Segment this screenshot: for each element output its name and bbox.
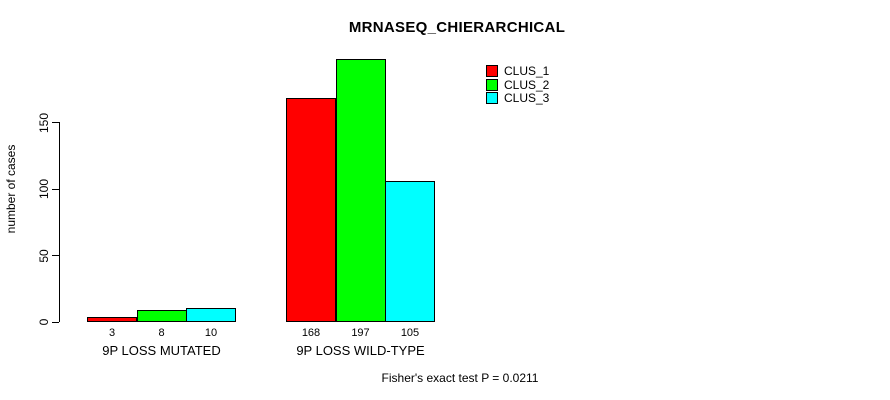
y-tick-label-150: 150 (37, 112, 51, 133)
annotation-text: Fisher's exact test P = 0.0211 (381, 371, 539, 385)
legend-swatch-clus-3 (486, 92, 498, 105)
y-tick-50 (52, 255, 59, 256)
bar-clus-3-9p-loss-mutated (186, 307, 236, 322)
bar-value-label-clus-3-9p-loss-wild-type: 105 (400, 327, 420, 339)
bar-clus-1-9p-loss-wild-type (286, 97, 336, 322)
y-tick-label-50: 50 (37, 248, 51, 263)
legend-swatch-clus-1 (486, 64, 498, 77)
y-tick-150 (52, 122, 59, 123)
y-tick-label-100: 100 (37, 178, 51, 200)
legend-swatch-clus-2 (486, 78, 498, 91)
bar-clus-2-9p-loss-mutated (136, 310, 187, 322)
legend-item-clus-2: CLUS_2 (486, 78, 549, 92)
legend: CLUS_1 CLUS_2 CLUS_3 (486, 64, 549, 105)
bar-value-label-clus-3-9p-loss-mutated: 10 (204, 327, 218, 339)
bar-value-label-clus-1-9p-loss-mutated: 3 (108, 327, 116, 339)
y-axis-label-text: number of cases (4, 144, 18, 234)
legend-item-clus-3: CLUS_3 (486, 91, 549, 105)
bar-clus-1-9p-loss-mutated (87, 317, 137, 322)
category-label-9p-loss-mutated: 9P LOSS MUTATED (102, 343, 221, 358)
bar-value-label-clus-2-9p-loss-mutated: 8 (158, 327, 165, 339)
bar-clus-3-9p-loss-wild-type (385, 181, 435, 322)
y-tick-label-0: 0 (37, 318, 51, 326)
legend-label-clus-2: CLUS_2 (504, 77, 550, 92)
chart-title: MRNASEQ_CHIERARCHICAL (348, 19, 566, 36)
bar-value-label-clus-1-9p-loss-wild-type: 168 (301, 327, 321, 339)
y-tick-100 (52, 188, 59, 190)
legend-label-clus-1: CLUS_1 (504, 63, 550, 78)
legend-item-clus-1: CLUS_1 (486, 64, 549, 78)
bar-value-label-clus-2-9p-loss-wild-type: 197 (351, 327, 370, 339)
category-label-9p-loss-wild-type: 9P LOSS WILD-TYPE (296, 343, 425, 358)
bar-clus-2-9p-loss-wild-type (335, 58, 386, 322)
y-tick-0 (52, 321, 59, 323)
legend-label-clus-3: CLUS_3 (504, 91, 550, 106)
y-axis (59, 122, 60, 322)
